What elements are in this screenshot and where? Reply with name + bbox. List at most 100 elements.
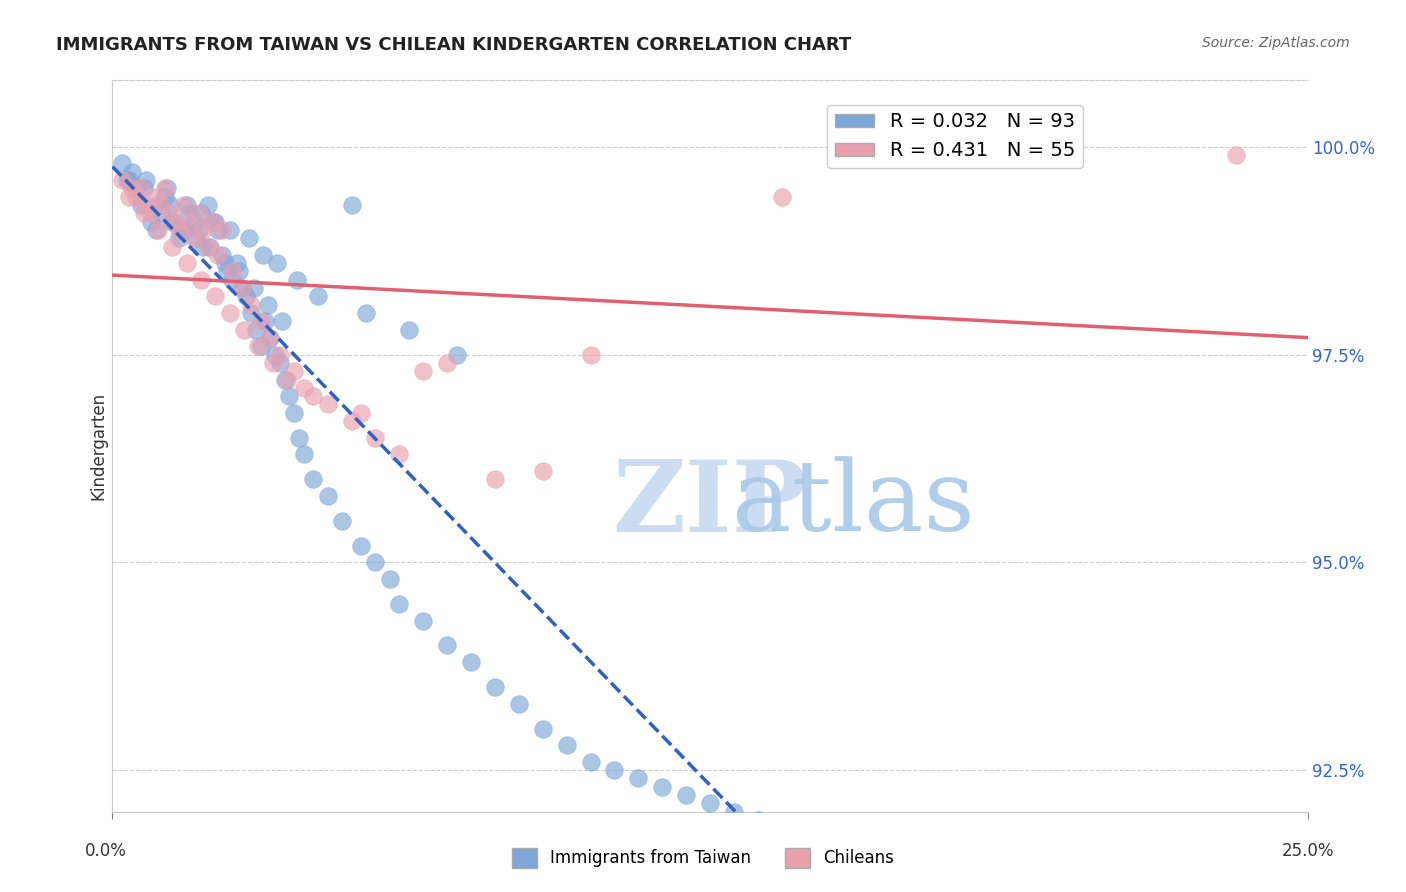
Point [249, 339, 271, 353]
Point [252, 248, 274, 262]
Point [115, 173, 138, 187]
Point [111, 156, 134, 170]
Point [118, 173, 141, 187]
Point [249, 314, 271, 328]
Text: 25.0%: 25.0% [1281, 842, 1334, 860]
Point [218, 306, 240, 320]
Point [129, 198, 152, 212]
Legend: Immigrants from Taiwan, Chileans: Immigrants from Taiwan, Chileans [505, 841, 901, 875]
Point [388, 597, 411, 611]
Point [723, 805, 745, 819]
Point [125, 189, 148, 203]
Point [531, 464, 554, 478]
Point [135, 198, 157, 212]
Point [259, 331, 281, 345]
Point [125, 181, 148, 195]
Point [225, 256, 247, 270]
Point [412, 614, 434, 628]
Point [269, 356, 291, 370]
Point [398, 323, 420, 337]
Point [211, 248, 233, 262]
Point [273, 372, 295, 386]
Point [914, 847, 936, 861]
Point [531, 722, 554, 736]
Point [190, 273, 212, 287]
Point [330, 514, 353, 528]
Point [163, 214, 186, 228]
Point [264, 348, 287, 362]
Point [156, 181, 179, 195]
Point [675, 788, 697, 802]
Y-axis label: Kindergarten: Kindergarten [89, 392, 107, 500]
Point [271, 314, 294, 328]
Text: 0.0%: 0.0% [84, 842, 127, 860]
Point [283, 364, 305, 378]
Point [169, 231, 191, 245]
Point [145, 189, 167, 203]
Point [245, 323, 267, 337]
Point [302, 389, 325, 403]
Point [247, 339, 270, 353]
Text: Source: ZipAtlas.com: Source: ZipAtlas.com [1202, 36, 1350, 50]
Point [288, 431, 311, 445]
Point [292, 447, 315, 461]
Point [231, 281, 253, 295]
Point [193, 239, 215, 253]
Point [153, 181, 176, 195]
Point [340, 414, 363, 428]
Point [211, 223, 233, 237]
Point [436, 639, 458, 653]
Point [579, 755, 602, 769]
Point [146, 223, 169, 237]
Legend: R = 0.032   N = 93, R = 0.431   N = 55: R = 0.032 N = 93, R = 0.431 N = 55 [827, 104, 1083, 168]
Point [207, 223, 229, 237]
Point [770, 822, 793, 836]
Point [176, 198, 198, 212]
Point [292, 381, 315, 395]
Text: atlas: atlas [733, 457, 974, 552]
Point [183, 231, 205, 245]
Point [818, 830, 841, 844]
Point [364, 431, 387, 445]
Point [228, 264, 250, 278]
Point [177, 214, 200, 228]
Point [484, 680, 506, 694]
Point [699, 797, 721, 811]
Point [1225, 148, 1247, 162]
Point [283, 406, 305, 420]
Point [162, 214, 183, 228]
Point [201, 214, 224, 228]
Point [217, 264, 239, 278]
Point [197, 198, 219, 212]
Point [231, 281, 253, 295]
Point [316, 397, 339, 411]
Point [129, 181, 152, 195]
Point [163, 214, 186, 228]
Point [135, 173, 157, 187]
Point [233, 323, 256, 337]
Point [747, 813, 769, 827]
Point [197, 239, 219, 253]
Point [555, 738, 578, 752]
Point [201, 214, 224, 228]
Point [204, 214, 226, 228]
Text: IMMIGRANTS FROM TAIWAN VS CHILEAN KINDERGARTEN CORRELATION CHART: IMMIGRANTS FROM TAIWAN VS CHILEAN KINDER… [56, 36, 852, 54]
Point [436, 356, 458, 370]
Point [285, 273, 308, 287]
Point [259, 331, 281, 345]
Point [159, 206, 181, 220]
Point [302, 472, 325, 486]
Point [508, 697, 530, 711]
Point [242, 281, 264, 295]
Point [111, 173, 134, 187]
Point [651, 780, 673, 794]
Point [170, 223, 193, 237]
Point [187, 223, 209, 237]
Point [118, 189, 141, 203]
Point [350, 539, 373, 553]
Point [145, 223, 167, 237]
Text: ZIP: ZIP [613, 456, 807, 553]
Point [579, 348, 602, 362]
Point [278, 389, 301, 403]
Point [207, 248, 229, 262]
